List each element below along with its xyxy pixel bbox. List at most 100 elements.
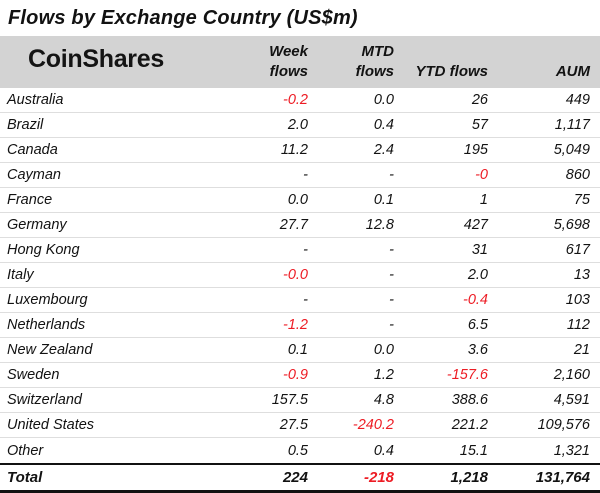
total-aum-cell: 131,764	[535, 469, 590, 486]
week-flows-cell: 27.5	[279, 417, 308, 433]
total-label: Total	[7, 469, 43, 486]
column-header-week-line2: flows	[269, 63, 308, 80]
mtd-flows-cell: -	[389, 242, 394, 258]
table-row: Sweden -0.9 1.2 -157.6 2,160	[0, 363, 600, 388]
mtd-flows-cell: 0.0	[373, 342, 394, 358]
table-row: New Zealand 0.1 0.0 3.6 21	[0, 338, 600, 363]
country-cell: Brazil	[7, 117, 44, 133]
total-ytd-flows-cell: 1,218	[450, 469, 488, 486]
aum-cell: 103	[565, 292, 590, 308]
table-header: CoinShares Week flows MTD flows YTD flow…	[0, 36, 600, 88]
ytd-flows-cell: -0	[475, 167, 488, 183]
country-cell: Germany	[7, 217, 67, 233]
aum-cell: 617	[565, 242, 590, 258]
country-cell: New Zealand	[7, 342, 93, 358]
aum-cell: 21	[573, 342, 590, 358]
aum-cell: 112	[566, 317, 590, 333]
total-row: Total 224 -218 1,218 131,764	[0, 463, 600, 493]
ytd-flows-cell: 57	[471, 117, 488, 133]
ytd-flows-cell: 221.2	[451, 417, 488, 433]
week-flows-cell: -0.2	[283, 92, 308, 108]
mtd-flows-cell: 0.1	[373, 192, 394, 208]
ytd-flows-cell: 26	[471, 92, 488, 108]
table-row: Germany 27.7 12.8 427 5,698	[0, 213, 600, 238]
mtd-flows-cell: 12.8	[365, 217, 394, 233]
ytd-flows-cell: 427	[463, 217, 488, 233]
mtd-flows-cell: 4.8	[373, 392, 394, 408]
column-header-mtd-line2: flows	[355, 63, 394, 80]
week-flows-cell: -	[303, 292, 308, 308]
ytd-flows-cell: 6.5	[467, 317, 488, 333]
aum-cell: 449	[565, 92, 590, 108]
country-cell: Canada	[7, 142, 58, 158]
week-flows-cell: 0.0	[287, 192, 308, 208]
mtd-flows-cell: -240.2	[352, 417, 394, 433]
country-cell: France	[7, 192, 53, 208]
total-mtd-flows-cell: -218	[363, 469, 394, 486]
table-row: France 0.0 0.1 1 75	[0, 188, 600, 213]
table-row: Canada 11.2 2.4 195 5,049	[0, 138, 600, 163]
mtd-flows-cell: -	[389, 317, 394, 333]
mtd-flows-cell: 0.4	[373, 442, 394, 459]
table-body: Australia -0.2 0.0 26 449 Brazil 2.0 0.4 57 1,117…	[0, 88, 600, 463]
ytd-flows-cell: 1	[479, 192, 488, 208]
week-flows-cell: -	[303, 167, 308, 183]
aum-cell: 5,698	[553, 217, 590, 233]
column-header-mtd-flows: MTD flows	[312, 42, 398, 82]
table-row: Netherlands -1.2 - 6.5 112	[0, 313, 600, 338]
week-flows-cell: 0.1	[287, 342, 308, 358]
table-row: Luxembourg - - -0.4 103	[0, 288, 600, 313]
country-cell: Cayman	[7, 167, 61, 183]
mtd-flows-cell: -	[389, 292, 394, 308]
table-row: Other 0.5 0.4 15.1 1,321	[0, 438, 600, 463]
page-title: Flows by Exchange Country (US$m)	[8, 7, 358, 29]
table-row: Australia -0.2 0.0 26 449	[0, 88, 600, 113]
column-header-mtd-line1: MTD	[361, 43, 395, 60]
mtd-flows-cell: 2.4	[373, 142, 394, 158]
week-flows-cell: -1.2	[283, 317, 308, 333]
country-cell: Italy	[7, 267, 34, 283]
aum-cell: 1,117	[554, 117, 590, 133]
country-cell: Other	[7, 442, 44, 459]
aum-cell: 860	[565, 167, 590, 183]
week-flows-cell: 157.5	[271, 392, 308, 408]
week-flows-cell: 2.0	[287, 117, 308, 133]
aum-cell: 4,591	[553, 392, 590, 408]
week-flows-cell: 0.5	[287, 442, 308, 459]
mtd-flows-cell: 0.0	[373, 92, 394, 108]
ytd-flows-cell: 3.6	[467, 342, 488, 358]
week-flows-cell: 27.7	[279, 217, 308, 233]
mtd-flows-cell: -	[389, 267, 394, 283]
aum-cell: 2,160	[553, 367, 590, 383]
aum-cell: 13	[573, 267, 590, 283]
country-cell: Hong Kong	[7, 242, 80, 258]
table-row: United States 27.5 -240.2 221.2 109,576	[0, 413, 600, 438]
table-row: Hong Kong - - 31 617	[0, 238, 600, 263]
aum-cell: 75	[573, 192, 590, 208]
ytd-flows-cell: 31	[471, 242, 488, 258]
table-row: Italy -0.0 - 2.0 13	[0, 263, 600, 288]
country-cell: Switzerland	[7, 392, 82, 408]
week-flows-cell: -	[303, 242, 308, 258]
column-header-week-line1: Week	[269, 43, 308, 60]
ytd-flows-cell: -0.4	[463, 292, 488, 308]
column-header-aum: AUM	[555, 63, 590, 80]
country-cell: United States	[7, 417, 95, 433]
week-flows-cell: 11.2	[280, 142, 308, 158]
mtd-flows-cell: 1.2	[373, 367, 394, 383]
country-cell: Australia	[7, 92, 64, 108]
aum-cell: 109,576	[537, 417, 590, 433]
ytd-flows-cell: 195	[463, 142, 488, 158]
column-header-week-flows: Week flows	[185, 42, 312, 82]
week-flows-cell: -0.9	[283, 367, 308, 383]
column-header-ytd-flows: YTD flows	[415, 63, 488, 80]
mtd-flows-cell: 0.4	[373, 117, 394, 133]
mtd-flows-cell: -	[389, 167, 394, 183]
table-row: Brazil 2.0 0.4 57 1,117	[0, 113, 600, 138]
ytd-flows-cell: -157.6	[446, 367, 488, 383]
country-cell: Sweden	[7, 367, 60, 383]
table-row: Cayman - - -0 860	[0, 163, 600, 188]
week-flows-cell: -0.0	[283, 267, 308, 283]
table-row: Switzerland 157.5 4.8 388.6 4,591	[0, 388, 600, 413]
